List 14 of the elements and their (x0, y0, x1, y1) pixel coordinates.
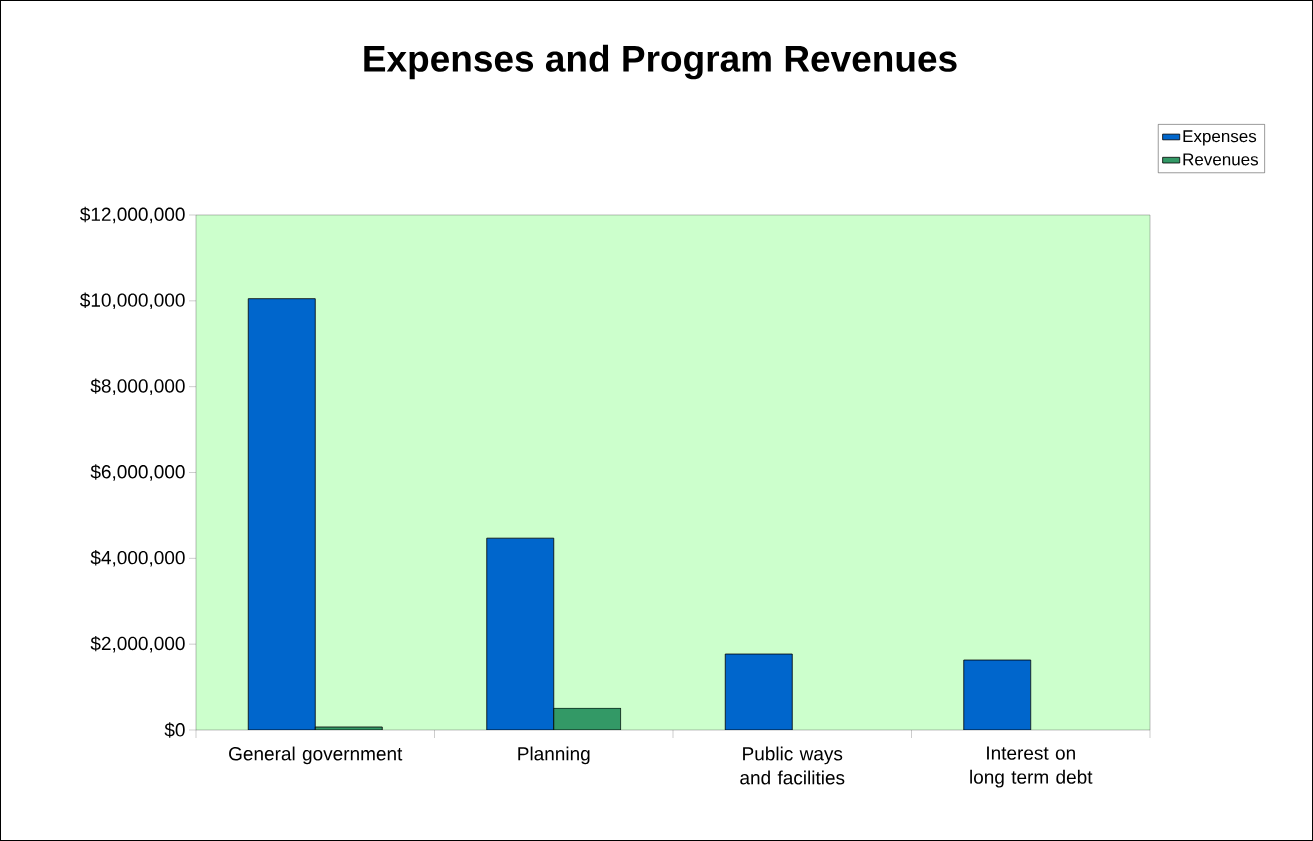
x-tick-label: Planning (518, 746, 590, 765)
y-tick-label: $12,000,000 (80, 206, 185, 224)
legend-label: Revenues (1183, 153, 1259, 166)
x-tick-label: Interest on long term debt (970, 746, 1093, 788)
chart-title: Expenses and Program Revenues (364, 44, 957, 80)
y-tick-label: $2,000,000 (90, 635, 185, 653)
y-tick-label: $10,000,000 (80, 292, 185, 310)
legend-label: Expenses (1183, 130, 1257, 146)
x-tick-label: General government (229, 746, 403, 765)
y-tick-label: $8,000,000 (90, 378, 185, 395)
x-tick-label: Public ways and facilities (740, 746, 845, 785)
y-tick-label: $6,000,000 (90, 464, 185, 481)
y-tick-label: $4,000,000 (90, 550, 185, 567)
y-tick-label: $0 (164, 722, 185, 738)
